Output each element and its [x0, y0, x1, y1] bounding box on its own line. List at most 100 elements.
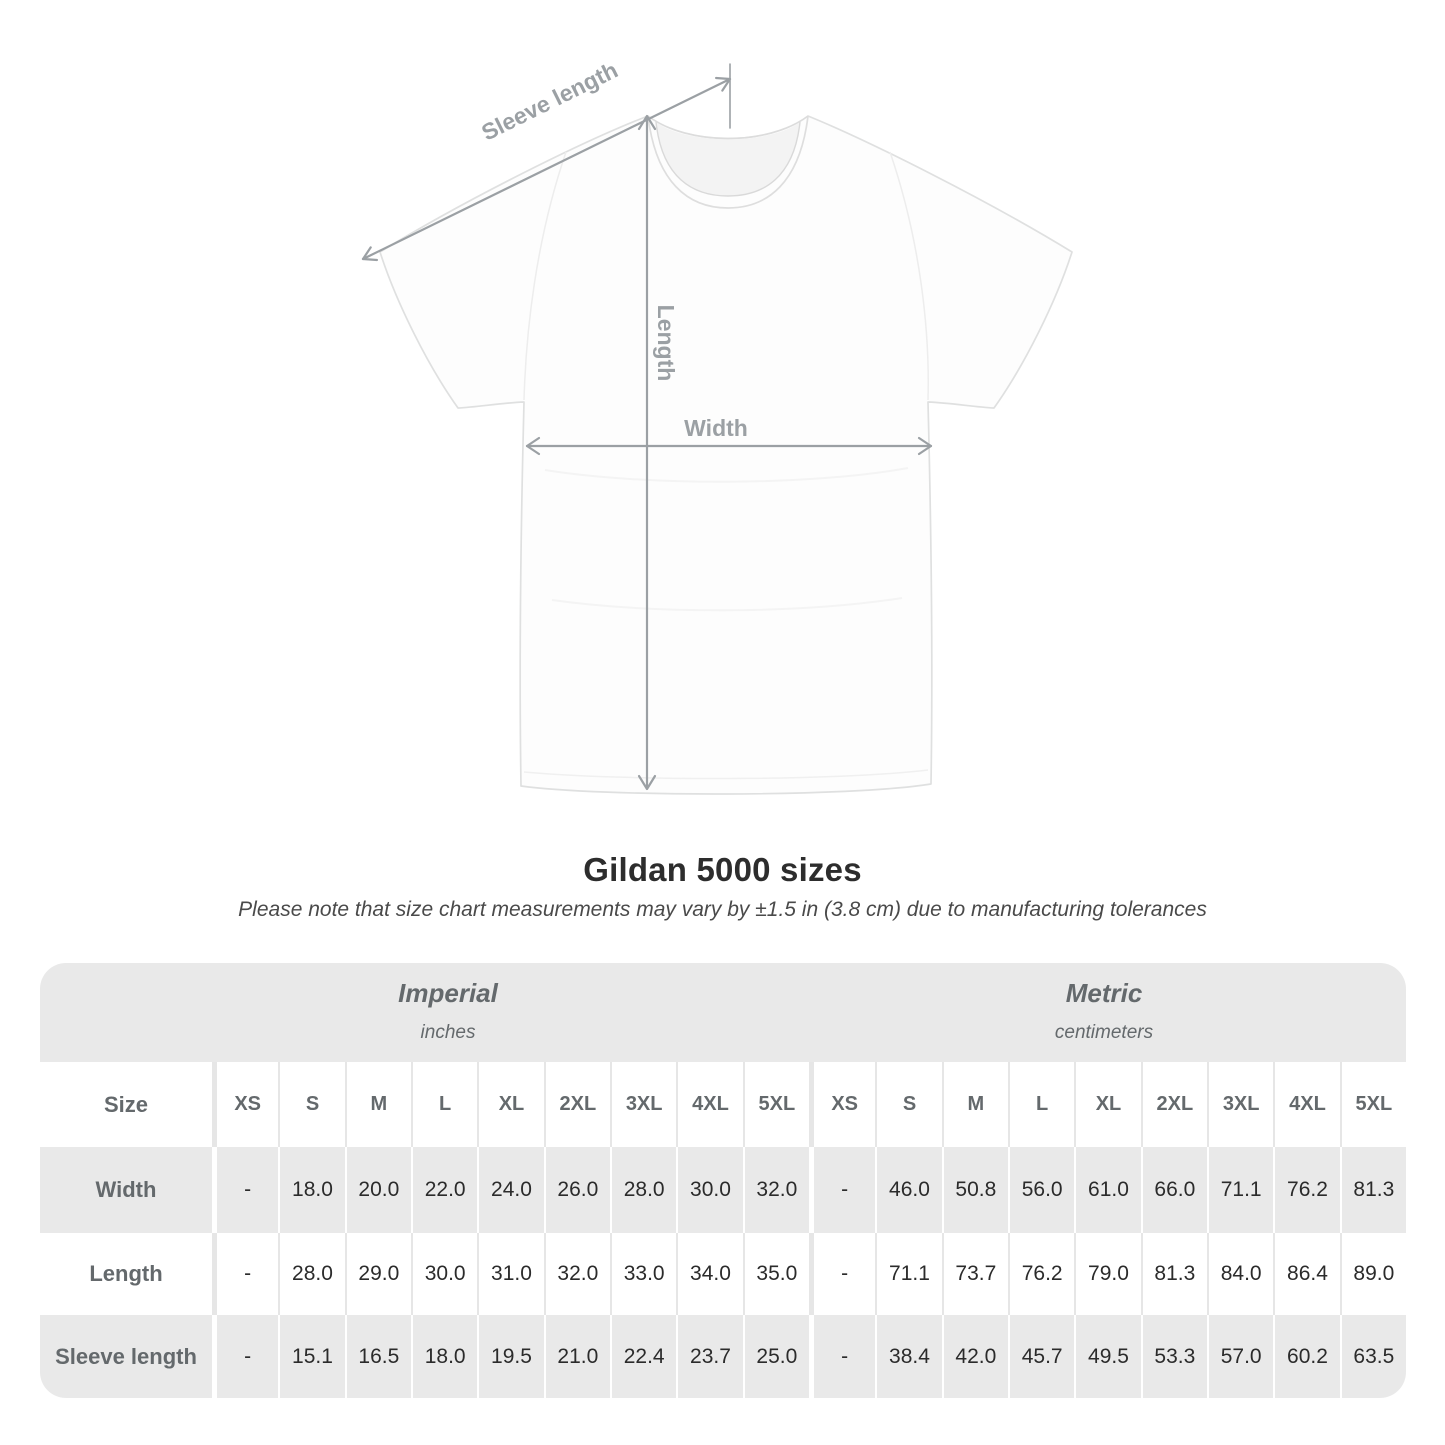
- measurement-cell: -: [809, 1233, 875, 1315]
- measurement-cell: 21.0: [543, 1315, 610, 1398]
- measurement-cell: 89.0: [1339, 1233, 1406, 1315]
- imperial-group-label: Imperial: [398, 978, 498, 1008]
- measurement-cell: 30.0: [411, 1233, 477, 1315]
- collar-band-outer: [647, 115, 809, 209]
- measurement-cell: 73.7: [941, 1233, 1008, 1315]
- measurement-cell: 29.0: [344, 1233, 411, 1315]
- table-header-row: Size XS S M L XL 2XL 3XL 4XL 5XL XS S M …: [40, 1062, 1406, 1147]
- collar-band-inner: [655, 121, 801, 197]
- row-width: Width - 18.0 20.0 22.0 24.0 26.0 28.0 30…: [40, 1147, 1406, 1233]
- measurement-cell: -: [212, 1233, 278, 1315]
- hem-seam: [523, 769, 929, 780]
- size-col-header: L: [411, 1062, 477, 1147]
- measurement-cell: 56.0: [1008, 1147, 1074, 1233]
- measurement-cell: 81.3: [1339, 1147, 1406, 1233]
- measurement-cell: 71.1: [875, 1233, 941, 1315]
- measurement-cell: 53.3: [1140, 1315, 1207, 1398]
- measurement-cell: 32.0: [742, 1147, 809, 1233]
- measurement-cell: -: [809, 1147, 875, 1233]
- back-neckline: [647, 115, 809, 140]
- fabric-wrinkle: [544, 467, 909, 483]
- measurement-cell: 76.2: [1273, 1147, 1339, 1233]
- measurement-cell: 28.0: [278, 1233, 344, 1315]
- measurement-cell: 46.0: [875, 1147, 941, 1233]
- size-col-header: XL: [477, 1062, 543, 1147]
- measurement-cell: 76.2: [1008, 1233, 1074, 1315]
- measurement-cell: 71.1: [1207, 1147, 1273, 1233]
- collar: [647, 115, 809, 209]
- measurement-cell: 28.0: [610, 1147, 676, 1233]
- measurement-cell: 23.7: [676, 1315, 742, 1398]
- size-col-header: 5XL: [1339, 1062, 1406, 1147]
- metric-group-unit: centimeters: [1054, 1022, 1154, 1043]
- tshirt-diagram: Sleeve length Length Width: [361, 57, 1073, 795]
- measurement-cell: 26.0: [543, 1147, 610, 1233]
- size-col-header: 2XL: [1140, 1062, 1207, 1147]
- measurement-cell: -: [809, 1315, 875, 1398]
- measurement-arrows: [361, 63, 933, 791]
- measurement-cell: 61.0: [1074, 1147, 1140, 1233]
- measurement-cell: 30.0: [676, 1147, 742, 1233]
- measurement-cell: 33.0: [610, 1233, 676, 1315]
- measurement-cell: 66.0: [1140, 1147, 1207, 1233]
- length-arrow: [637, 114, 657, 791]
- right-armhole-seam: [889, 151, 929, 401]
- measurement-cell: 49.5: [1074, 1315, 1140, 1398]
- tolerance-note: Please note that size chart measurements…: [238, 898, 1207, 921]
- measurement-cell: 35.0: [742, 1233, 809, 1315]
- measurement-cell: 42.0: [941, 1315, 1008, 1398]
- measurement-cell: 32.0: [543, 1233, 610, 1315]
- width-label: Width: [684, 415, 748, 441]
- measurement-cell: 63.5: [1339, 1315, 1406, 1398]
- measurement-cell: 79.0: [1074, 1233, 1140, 1315]
- row-sleeve-length: Sleeve length - 15.1 16.5 18.0 19.5 21.0…: [40, 1315, 1406, 1398]
- size-table: Imperial inches Metric centimeters Size …: [40, 963, 1406, 1398]
- measurement-cell: 86.4: [1273, 1233, 1339, 1315]
- measurement-cell: 18.0: [278, 1147, 344, 1233]
- size-col-header: 4XL: [676, 1062, 742, 1147]
- tshirt-svg: Sleeve length Length Width: [361, 57, 1073, 795]
- measurement-cell: 16.5: [344, 1315, 411, 1398]
- size-col-header: 5XL: [742, 1062, 809, 1147]
- measurement-cell: 38.4: [875, 1315, 941, 1398]
- measurement-cell: 81.3: [1140, 1233, 1207, 1315]
- row-label-width: Width: [95, 1177, 157, 1202]
- size-col-header: 3XL: [1207, 1062, 1273, 1147]
- size-col-header: XS: [809, 1062, 875, 1147]
- measurement-cell: 57.0: [1207, 1315, 1273, 1398]
- measurement-cell: 19.5: [477, 1315, 543, 1398]
- row-label-sleeve-length: Sleeve length: [55, 1343, 197, 1369]
- tshirt-body-outline: [379, 115, 1073, 795]
- page-title: Gildan 5000 sizes: [583, 851, 862, 888]
- measurement-cell: 24.0: [477, 1147, 543, 1233]
- size-col-header: 4XL: [1273, 1062, 1339, 1147]
- unit-group-band: Imperial inches Metric centimeters: [40, 963, 1406, 1062]
- tshirt-graphic: [379, 115, 1073, 795]
- width-arrow: [525, 436, 933, 456]
- size-col-header: S: [278, 1062, 344, 1147]
- size-col-header: M: [344, 1062, 411, 1147]
- measurement-cell: 50.8: [941, 1147, 1008, 1233]
- measurement-cell: 22.0: [411, 1147, 477, 1233]
- size-col-header: L: [1008, 1062, 1074, 1147]
- measurement-cell: 31.0: [477, 1233, 543, 1315]
- size-col-header: XL: [1074, 1062, 1140, 1147]
- measurement-cell: 84.0: [1207, 1233, 1273, 1315]
- left-armhole-seam: [523, 151, 567, 401]
- row-length: Length - 28.0 29.0 30.0 31.0 32.0 33.0 3…: [40, 1233, 1406, 1315]
- imperial-group-unit: inches: [420, 1022, 476, 1043]
- measurement-cell: 25.0: [742, 1315, 809, 1398]
- measurement-cell: 22.4: [610, 1315, 676, 1398]
- size-col-header: S: [875, 1062, 941, 1147]
- measurement-cell: 20.0: [344, 1147, 411, 1233]
- fabric-wrinkle: [551, 597, 903, 612]
- measurement-cell: 15.1: [278, 1315, 344, 1398]
- measurement-cell: 60.2: [1273, 1315, 1339, 1398]
- measurement-cell: -: [212, 1147, 278, 1233]
- metric-group-label: Metric: [1065, 978, 1143, 1008]
- imperial-group-header: Imperial inches: [398, 978, 498, 1044]
- length-label: Length: [653, 305, 679, 382]
- collar-opening-shadow: [656, 122, 800, 196]
- metric-group-header: Metric centimeters: [1055, 978, 1153, 1044]
